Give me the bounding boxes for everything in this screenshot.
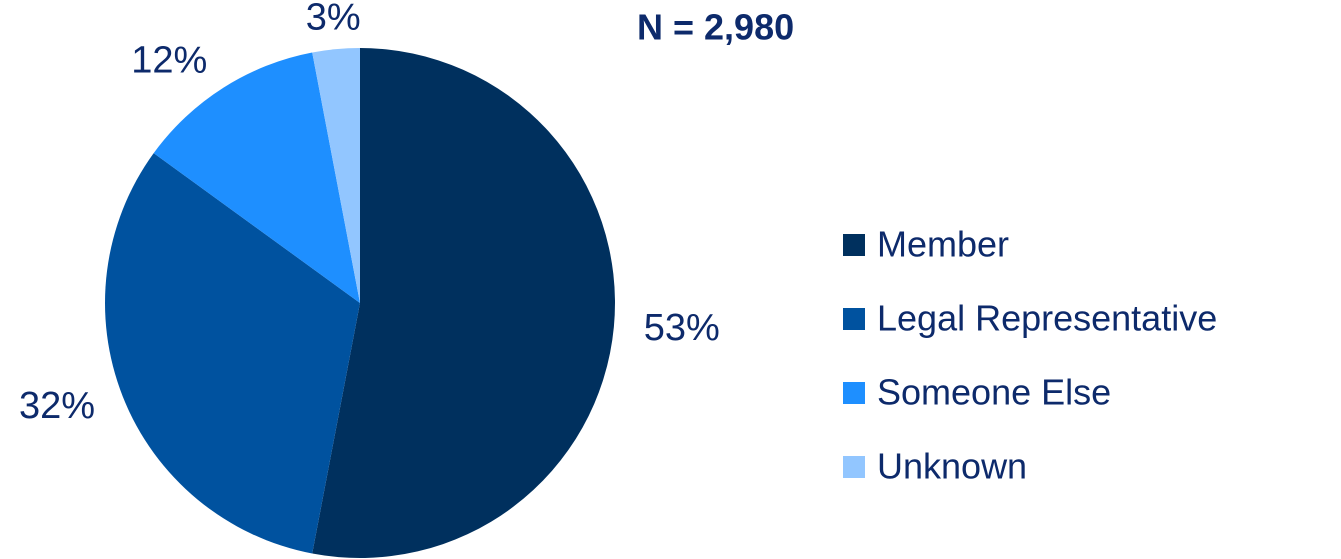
data-label: 53% [644, 307, 720, 349]
pie-slice [153, 52, 360, 303]
data-label: 3% [306, 0, 361, 38]
legend-swatch [843, 234, 865, 256]
data-label: 12% [131, 39, 207, 81]
legend-label: Legal Representative [877, 298, 1217, 339]
data-label: 32% [19, 385, 95, 427]
legend-swatch [843, 308, 865, 330]
pie-slice [104, 153, 360, 554]
annotation: N = 2,980 [637, 7, 794, 48]
legend-label: Someone Else [877, 372, 1111, 413]
pie-slice [312, 48, 615, 558]
legend-swatch [843, 456, 865, 478]
legend-label: Member [877, 224, 1009, 265]
legend-swatch [843, 382, 865, 404]
pie-slice [312, 48, 360, 303]
legend-label: Unknown [877, 446, 1027, 487]
